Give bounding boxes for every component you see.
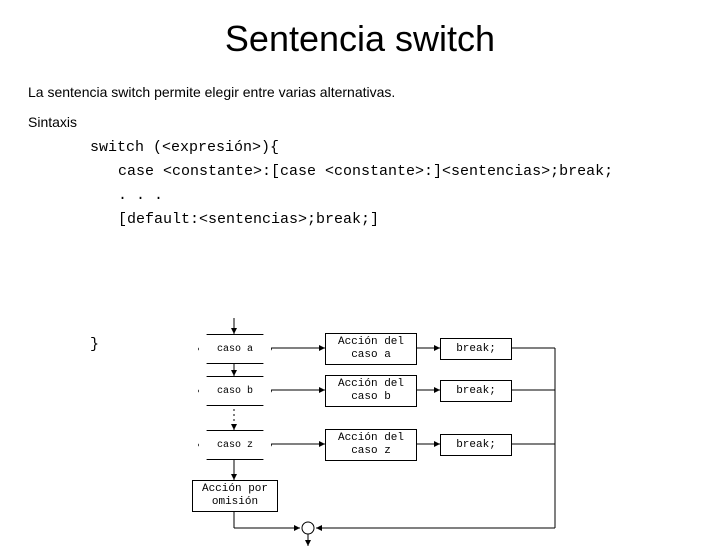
case-action-box: Acción delcaso b bbox=[325, 375, 417, 407]
case-test-diamond: caso z bbox=[198, 430, 272, 460]
code-block: switch (<expresión>){ case <constante>:[… bbox=[90, 136, 720, 232]
case-label: caso z bbox=[200, 432, 270, 458]
case-test-diamond: caso b bbox=[198, 376, 272, 406]
case-label: caso b bbox=[200, 378, 270, 404]
code-line: switch (<expresión>){ bbox=[90, 136, 720, 160]
case-action-box: Acción delcaso a bbox=[325, 333, 417, 365]
break-box: break; bbox=[440, 434, 512, 456]
case-test-diamond: caso a bbox=[198, 334, 272, 364]
case-label: caso a bbox=[200, 336, 270, 362]
break-box: break; bbox=[440, 380, 512, 402]
sintaxis-label: Sintaxis bbox=[28, 114, 720, 130]
break-box: break; bbox=[440, 338, 512, 360]
code-line: . . . bbox=[118, 184, 720, 208]
switch-flow-diagram: caso a Acción delcaso a break; caso b Ac… bbox=[0, 318, 720, 558]
intro-text: La sentencia switch permite elegir entre… bbox=[28, 84, 720, 100]
code-line: [default:<sentencias>;break;] bbox=[118, 208, 720, 232]
case-action-box: Acción delcaso z bbox=[325, 429, 417, 461]
default-action-box: Acción poromisión bbox=[192, 480, 278, 512]
code-line: case <constante>:[case <constante>:]<sen… bbox=[118, 160, 720, 184]
page-title: Sentencia switch bbox=[0, 18, 720, 60]
